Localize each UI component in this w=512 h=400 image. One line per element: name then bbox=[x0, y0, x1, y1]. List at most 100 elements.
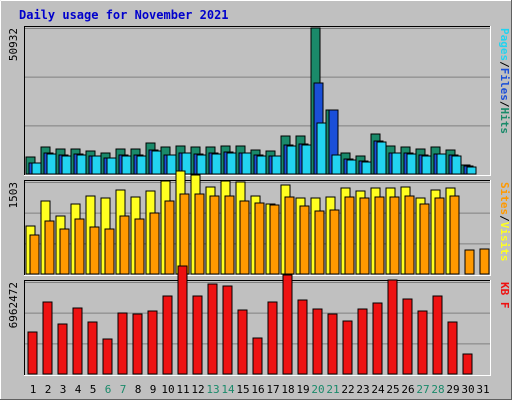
bar-kbytes-day-15 bbox=[237, 309, 248, 375]
day-label-14: 14 bbox=[221, 383, 235, 396]
day-label-31: 31 bbox=[476, 383, 489, 396]
day-label-26: 26 bbox=[401, 383, 414, 396]
bar-sites-day-16 bbox=[254, 202, 265, 275]
day-label-25: 25 bbox=[386, 383, 399, 396]
day-label-16: 16 bbox=[251, 383, 264, 396]
bar-kbytes-day-7 bbox=[117, 312, 128, 375]
bar-sites-day-1 bbox=[29, 234, 40, 275]
panel-1: 50932 Pages/Files/Hits bbox=[7, 26, 511, 176]
day-label-17: 17 bbox=[266, 383, 279, 396]
bar-pages-day-3 bbox=[61, 155, 72, 175]
day-label-9: 9 bbox=[150, 383, 157, 396]
y-max-label: 50932 bbox=[7, 28, 20, 61]
bar-sites-day-14 bbox=[224, 195, 235, 275]
day-label-15: 15 bbox=[236, 383, 249, 396]
bar-pages-day-1 bbox=[31, 162, 42, 175]
bar-sites-day-25 bbox=[389, 196, 400, 275]
day-label-29: 29 bbox=[446, 383, 459, 396]
bar-pages-day-2 bbox=[46, 153, 57, 175]
bar-sites-day-4 bbox=[74, 218, 85, 275]
bar-sites-day-12 bbox=[194, 193, 205, 275]
day-label-24: 24 bbox=[371, 383, 385, 396]
bar-kbytes-day-5 bbox=[87, 321, 98, 375]
day-label-18: 18 bbox=[281, 383, 294, 396]
day-label-11: 11 bbox=[176, 383, 189, 396]
bar-pages-day-30 bbox=[466, 166, 477, 175]
day-label-3: 3 bbox=[60, 383, 67, 396]
bar-kbytes-day-11 bbox=[177, 265, 188, 375]
series-legend: Pages/Files/Hits bbox=[498, 28, 511, 134]
bar-pages-day-8 bbox=[136, 155, 147, 175]
bar-pages-day-22 bbox=[346, 159, 357, 175]
panel-3: 6962472 KB F bbox=[7, 265, 511, 376]
bar-pages-day-19 bbox=[301, 144, 312, 175]
bar-sites-day-27 bbox=[419, 203, 430, 275]
bar-sites-day-8 bbox=[134, 218, 145, 275]
bar-pages-day-5 bbox=[91, 155, 102, 175]
bar-kbytes-day-12 bbox=[192, 295, 203, 375]
day-label-10: 10 bbox=[161, 383, 174, 396]
day-label-6: 6 bbox=[105, 383, 112, 396]
bar-kbytes-day-19 bbox=[297, 299, 308, 375]
bar-kbytes-day-3 bbox=[57, 323, 68, 375]
bar-sites-day-2 bbox=[44, 220, 55, 275]
bar-kbytes-day-25 bbox=[387, 279, 398, 375]
bar-pages-day-28 bbox=[436, 153, 447, 175]
bar-pages-day-9 bbox=[151, 150, 162, 175]
day-label-22: 22 bbox=[341, 383, 354, 396]
day-label-21: 21 bbox=[326, 383, 339, 396]
bar-kbytes-day-8 bbox=[132, 313, 143, 375]
bar-kbytes-day-1 bbox=[27, 331, 38, 375]
bar-sites-day-15 bbox=[239, 200, 250, 275]
legend-kb-f: KB F bbox=[498, 282, 511, 309]
bar-sites-day-24 bbox=[374, 196, 385, 275]
bar-pages-day-4 bbox=[76, 154, 87, 175]
bar-pages-day-24 bbox=[376, 141, 387, 175]
bar-pages-day-21 bbox=[331, 154, 342, 175]
day-label-12: 12 bbox=[191, 383, 204, 396]
day-label-5: 5 bbox=[90, 383, 97, 396]
day-label-2: 2 bbox=[45, 383, 52, 396]
legend-pages: Pages bbox=[498, 28, 511, 61]
legend-hits: Hits bbox=[498, 108, 511, 135]
bar-pages-day-6 bbox=[106, 157, 117, 175]
y-max-label: 6962472 bbox=[7, 282, 20, 328]
bar-pages-day-18 bbox=[286, 145, 297, 175]
bar-pages-day-12 bbox=[196, 154, 207, 175]
bar-pages-day-25 bbox=[391, 152, 402, 175]
day-label-23: 23 bbox=[356, 383, 369, 396]
bar-sites-day-20 bbox=[314, 210, 325, 275]
bar-kbytes-day-26 bbox=[402, 298, 413, 375]
bar-pages-day-15 bbox=[241, 152, 252, 175]
bar-kbytes-day-28 bbox=[432, 295, 443, 375]
bar-kbytes-day-23 bbox=[357, 308, 368, 375]
bar-sites-day-29 bbox=[449, 195, 460, 275]
legend-separator: / bbox=[498, 215, 511, 222]
bar-pages-day-7 bbox=[121, 155, 132, 175]
bar-kbytes-day-22 bbox=[342, 320, 353, 375]
bar-sites-day-21 bbox=[329, 209, 340, 275]
legend-separator: / bbox=[498, 61, 511, 68]
bar-kbytes-day-30 bbox=[462, 353, 473, 375]
day-label-30: 30 bbox=[461, 383, 474, 396]
bar-sites-day-22 bbox=[344, 196, 355, 275]
legend-sites: Sites bbox=[498, 182, 511, 215]
bar-kbytes-day-13 bbox=[207, 283, 218, 375]
chart-title: Daily usage for November 2021 bbox=[19, 8, 229, 22]
legend-visits: Visits bbox=[498, 222, 511, 262]
bar-kbytes-day-18 bbox=[282, 274, 293, 375]
bar-kbytes-day-29 bbox=[447, 321, 458, 375]
bar-sites-day-17 bbox=[269, 204, 280, 275]
series-legend: KB F bbox=[498, 282, 511, 309]
day-label-20: 20 bbox=[311, 383, 324, 396]
bar-sites-day-28 bbox=[434, 197, 445, 275]
day-label-13: 13 bbox=[206, 383, 219, 396]
legend-files: Files bbox=[498, 68, 511, 101]
bar-pages-day-26 bbox=[406, 153, 417, 175]
bar-sites-day-18 bbox=[284, 196, 295, 275]
bar-pages-day-11 bbox=[181, 152, 192, 175]
day-label-8: 8 bbox=[135, 383, 142, 396]
